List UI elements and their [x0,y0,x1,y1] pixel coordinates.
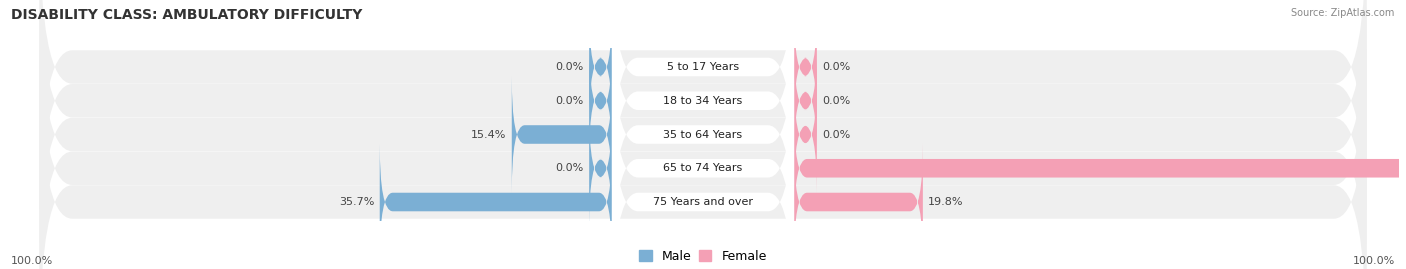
Text: 100.0%: 100.0% [11,256,53,266]
Text: 35.7%: 35.7% [339,197,374,207]
Text: 0.0%: 0.0% [823,62,851,72]
FancyBboxPatch shape [380,144,612,260]
Text: 5 to 17 Years: 5 to 17 Years [666,62,740,72]
Text: DISABILITY CLASS: AMBULATORY DIFFICULTY: DISABILITY CLASS: AMBULATORY DIFFICULTY [11,8,363,22]
Text: 35 to 64 Years: 35 to 64 Years [664,129,742,140]
FancyBboxPatch shape [794,144,922,260]
FancyBboxPatch shape [794,9,817,125]
FancyBboxPatch shape [794,110,1406,226]
Text: 15.4%: 15.4% [471,129,506,140]
FancyBboxPatch shape [794,43,817,159]
FancyBboxPatch shape [589,9,612,125]
FancyBboxPatch shape [589,43,612,159]
FancyBboxPatch shape [794,76,817,193]
Legend: Male, Female: Male, Female [640,250,766,263]
FancyBboxPatch shape [612,43,794,269]
Text: 75 Years and over: 75 Years and over [652,197,754,207]
Text: Source: ZipAtlas.com: Source: ZipAtlas.com [1291,8,1395,18]
Text: 100.0%: 100.0% [1353,256,1395,266]
FancyBboxPatch shape [612,0,794,193]
Text: 18 to 34 Years: 18 to 34 Years [664,96,742,106]
Text: 65 to 74 Years: 65 to 74 Years [664,163,742,173]
FancyBboxPatch shape [39,50,1367,269]
Text: 19.8%: 19.8% [928,197,963,207]
FancyBboxPatch shape [612,9,794,260]
Text: 0.0%: 0.0% [555,96,583,106]
FancyBboxPatch shape [39,0,1367,269]
FancyBboxPatch shape [39,16,1367,269]
FancyBboxPatch shape [39,0,1367,253]
Text: 0.0%: 0.0% [555,62,583,72]
Text: 0.0%: 0.0% [823,96,851,106]
FancyBboxPatch shape [512,76,612,193]
Text: 0.0%: 0.0% [823,129,851,140]
FancyBboxPatch shape [589,110,612,226]
FancyBboxPatch shape [39,0,1367,219]
FancyBboxPatch shape [612,0,794,226]
FancyBboxPatch shape [612,76,794,269]
Text: 0.0%: 0.0% [555,163,583,173]
